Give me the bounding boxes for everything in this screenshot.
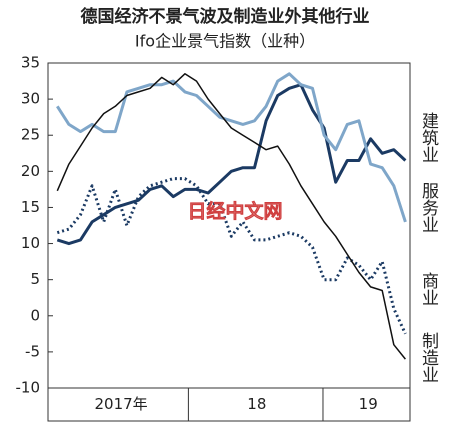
series-line xyxy=(56,73,406,360)
plot-frame xyxy=(47,62,411,422)
y-tick-label: 20 xyxy=(21,162,40,180)
chart-subtitle: Ifo企业景气指数（业种） xyxy=(135,32,315,51)
y-tick-label: 35 xyxy=(21,54,40,72)
series-label: 服务业 xyxy=(418,182,439,233)
y-tick-label: 5 xyxy=(30,270,40,288)
series-line xyxy=(56,177,407,335)
x-tick-label: 2017年 xyxy=(95,395,148,413)
x-tick-label: 18 xyxy=(247,395,266,413)
x-tick-label: 19 xyxy=(359,395,378,413)
series-label: 制造业 xyxy=(418,332,439,383)
y-tick-label: 10 xyxy=(21,234,40,252)
y-tick-label: 0 xyxy=(30,306,40,324)
y-tick-label: 15 xyxy=(21,198,40,216)
series-line xyxy=(56,83,407,246)
y-tick-label: 25 xyxy=(21,126,40,144)
chart-title: 德国经济不景气波及制造业外其他行业 xyxy=(81,6,370,27)
watermark: 日经中文网 xyxy=(187,200,282,223)
y-tick-label: -10 xyxy=(16,379,41,397)
y-tick-label: 30 xyxy=(21,90,40,108)
series-label: 建筑业 xyxy=(418,112,439,163)
series-label: 商业 xyxy=(418,272,438,306)
y-tick-label: -5 xyxy=(25,342,40,360)
series-line xyxy=(56,72,407,223)
